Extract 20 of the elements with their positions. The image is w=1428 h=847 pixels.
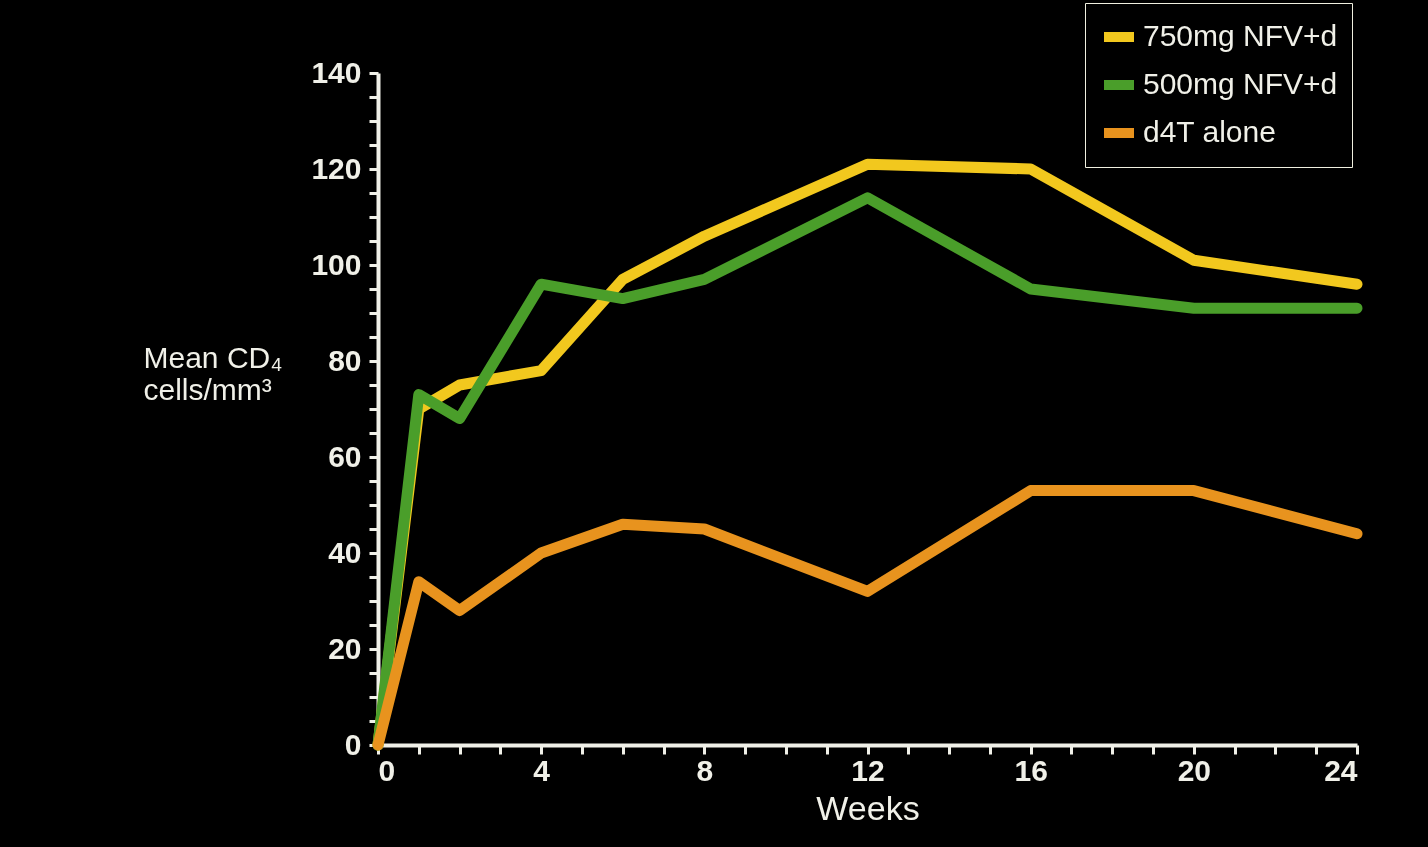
x-tick-label: 24	[1324, 753, 1358, 787]
legend-label: 500mg NFV+d	[1143, 67, 1338, 100]
y-tick-label: 0	[344, 727, 362, 761]
y-tick-label: 60	[328, 439, 362, 473]
x-tick-label: 0	[378, 753, 396, 787]
y-tick-label: 80	[328, 343, 362, 377]
x-tick-label: 16	[1014, 753, 1048, 787]
x-axis-title: Weeks	[816, 788, 920, 827]
y-tick-label: 120	[311, 151, 362, 185]
legend-label: 750mg NFV+d	[1143, 19, 1338, 52]
y-tick-label: 40	[328, 535, 362, 569]
legend-label: d4T alone	[1143, 115, 1276, 148]
y-tick-label: 20	[328, 631, 362, 665]
y-tick-label: 140	[311, 55, 362, 89]
x-tick-label: 8	[696, 753, 714, 787]
y-axis-title: Mean CD₄ cells/mm³	[143, 340, 283, 406]
x-tick-label: 20	[1177, 753, 1212, 787]
x-tick-label: 12	[851, 753, 885, 787]
x-tick-label: 4	[533, 753, 551, 787]
y-tick-label: 100	[311, 247, 362, 281]
